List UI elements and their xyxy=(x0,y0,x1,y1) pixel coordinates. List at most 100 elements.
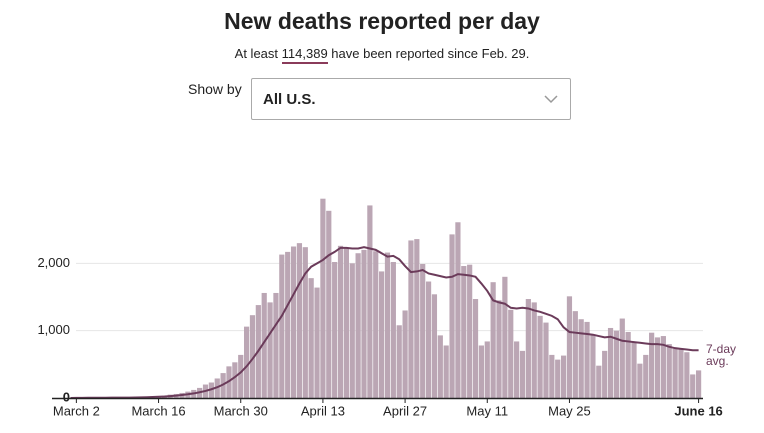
bar xyxy=(496,300,502,398)
bar xyxy=(326,210,332,398)
bar xyxy=(343,247,349,398)
bar xyxy=(584,321,590,398)
bar xyxy=(625,332,631,398)
bar xyxy=(232,362,238,398)
bar xyxy=(290,246,297,398)
bar xyxy=(484,341,490,398)
bar xyxy=(619,318,625,398)
bar xyxy=(373,251,379,398)
control-label: Show by xyxy=(188,81,242,97)
bar xyxy=(613,330,620,398)
bar xyxy=(537,315,543,398)
bar xyxy=(637,363,643,398)
bar xyxy=(508,309,514,398)
chart-title: New deaths reported per day xyxy=(224,8,540,34)
bar xyxy=(279,254,285,398)
x-tick-label: April 27 xyxy=(383,403,427,418)
chevron xyxy=(544,95,558,104)
bar xyxy=(502,276,508,398)
bar xyxy=(443,345,449,398)
bar xyxy=(543,322,549,398)
bar xyxy=(379,271,385,398)
subtitle-text: have been reported since Feb. 29. xyxy=(331,46,530,61)
bar xyxy=(361,249,367,398)
bar xyxy=(472,299,479,398)
bar xyxy=(267,302,273,398)
bar xyxy=(337,245,344,398)
bar xyxy=(631,342,637,398)
bar xyxy=(408,240,414,398)
bar xyxy=(296,243,303,398)
bar xyxy=(273,292,279,398)
total-number: 114,389 xyxy=(281,46,328,64)
bar xyxy=(519,350,526,398)
bar xyxy=(355,253,361,398)
bar xyxy=(590,334,596,398)
bar xyxy=(560,355,567,398)
bar xyxy=(431,294,438,398)
bar xyxy=(549,354,555,398)
bar xyxy=(455,222,461,398)
bar xyxy=(678,349,684,398)
bar xyxy=(244,326,250,398)
average-line xyxy=(70,246,699,399)
bar xyxy=(525,299,531,398)
bar xyxy=(238,354,244,398)
line-label: 7-day avg. xyxy=(706,342,737,368)
bar xyxy=(596,365,602,398)
bar xyxy=(314,287,320,398)
subtitle-text: At least xyxy=(234,46,279,61)
bar xyxy=(261,292,267,398)
bar xyxy=(514,341,520,398)
bar xyxy=(467,264,473,398)
dropdown-value: All U.S. xyxy=(263,91,316,108)
bar xyxy=(308,278,314,398)
bar xyxy=(414,239,420,398)
bar xyxy=(396,325,402,398)
bar xyxy=(349,263,355,398)
bar xyxy=(332,261,338,398)
bar xyxy=(572,311,578,398)
bar xyxy=(437,335,443,398)
bar xyxy=(425,281,432,398)
x-tick-label: April 13 xyxy=(301,403,345,418)
bar xyxy=(660,336,666,398)
bar xyxy=(402,310,408,398)
x-tick-label: June 16 xyxy=(674,403,722,418)
bar xyxy=(643,354,649,398)
bar xyxy=(384,252,391,398)
bar xyxy=(602,350,608,398)
bar xyxy=(320,198,326,398)
x-tick-label: March 2 xyxy=(53,403,100,418)
bar xyxy=(607,327,614,398)
bar xyxy=(490,282,496,398)
bar xyxy=(285,251,291,398)
bar xyxy=(555,359,561,398)
bar xyxy=(578,319,584,398)
bar xyxy=(684,352,690,398)
subtitle: At least 114,389 have been reported sinc… xyxy=(0,46,764,64)
bar xyxy=(566,296,573,398)
bar xyxy=(695,370,702,398)
x-tick-label: May 25 xyxy=(548,403,591,418)
dropdown[interactable]: All U.S. xyxy=(251,78,571,120)
bar xyxy=(690,374,696,398)
bar xyxy=(672,348,678,398)
bar xyxy=(302,247,308,398)
bar xyxy=(649,332,655,398)
x-tick-label: March 16 xyxy=(131,403,185,418)
bar xyxy=(478,345,484,398)
bar xyxy=(390,261,396,398)
bar xyxy=(666,344,672,398)
x-tick-label: May 11 xyxy=(466,403,508,418)
y-tick-label: 0 xyxy=(63,389,70,404)
bar xyxy=(531,302,537,398)
y-tick-label: 2,000 xyxy=(37,255,70,270)
bar xyxy=(420,264,426,398)
bar xyxy=(249,315,256,398)
x-tick-label: March 30 xyxy=(214,403,268,418)
y-tick-label: 1,000 xyxy=(37,322,70,337)
bar xyxy=(449,234,455,398)
bar xyxy=(461,266,467,398)
